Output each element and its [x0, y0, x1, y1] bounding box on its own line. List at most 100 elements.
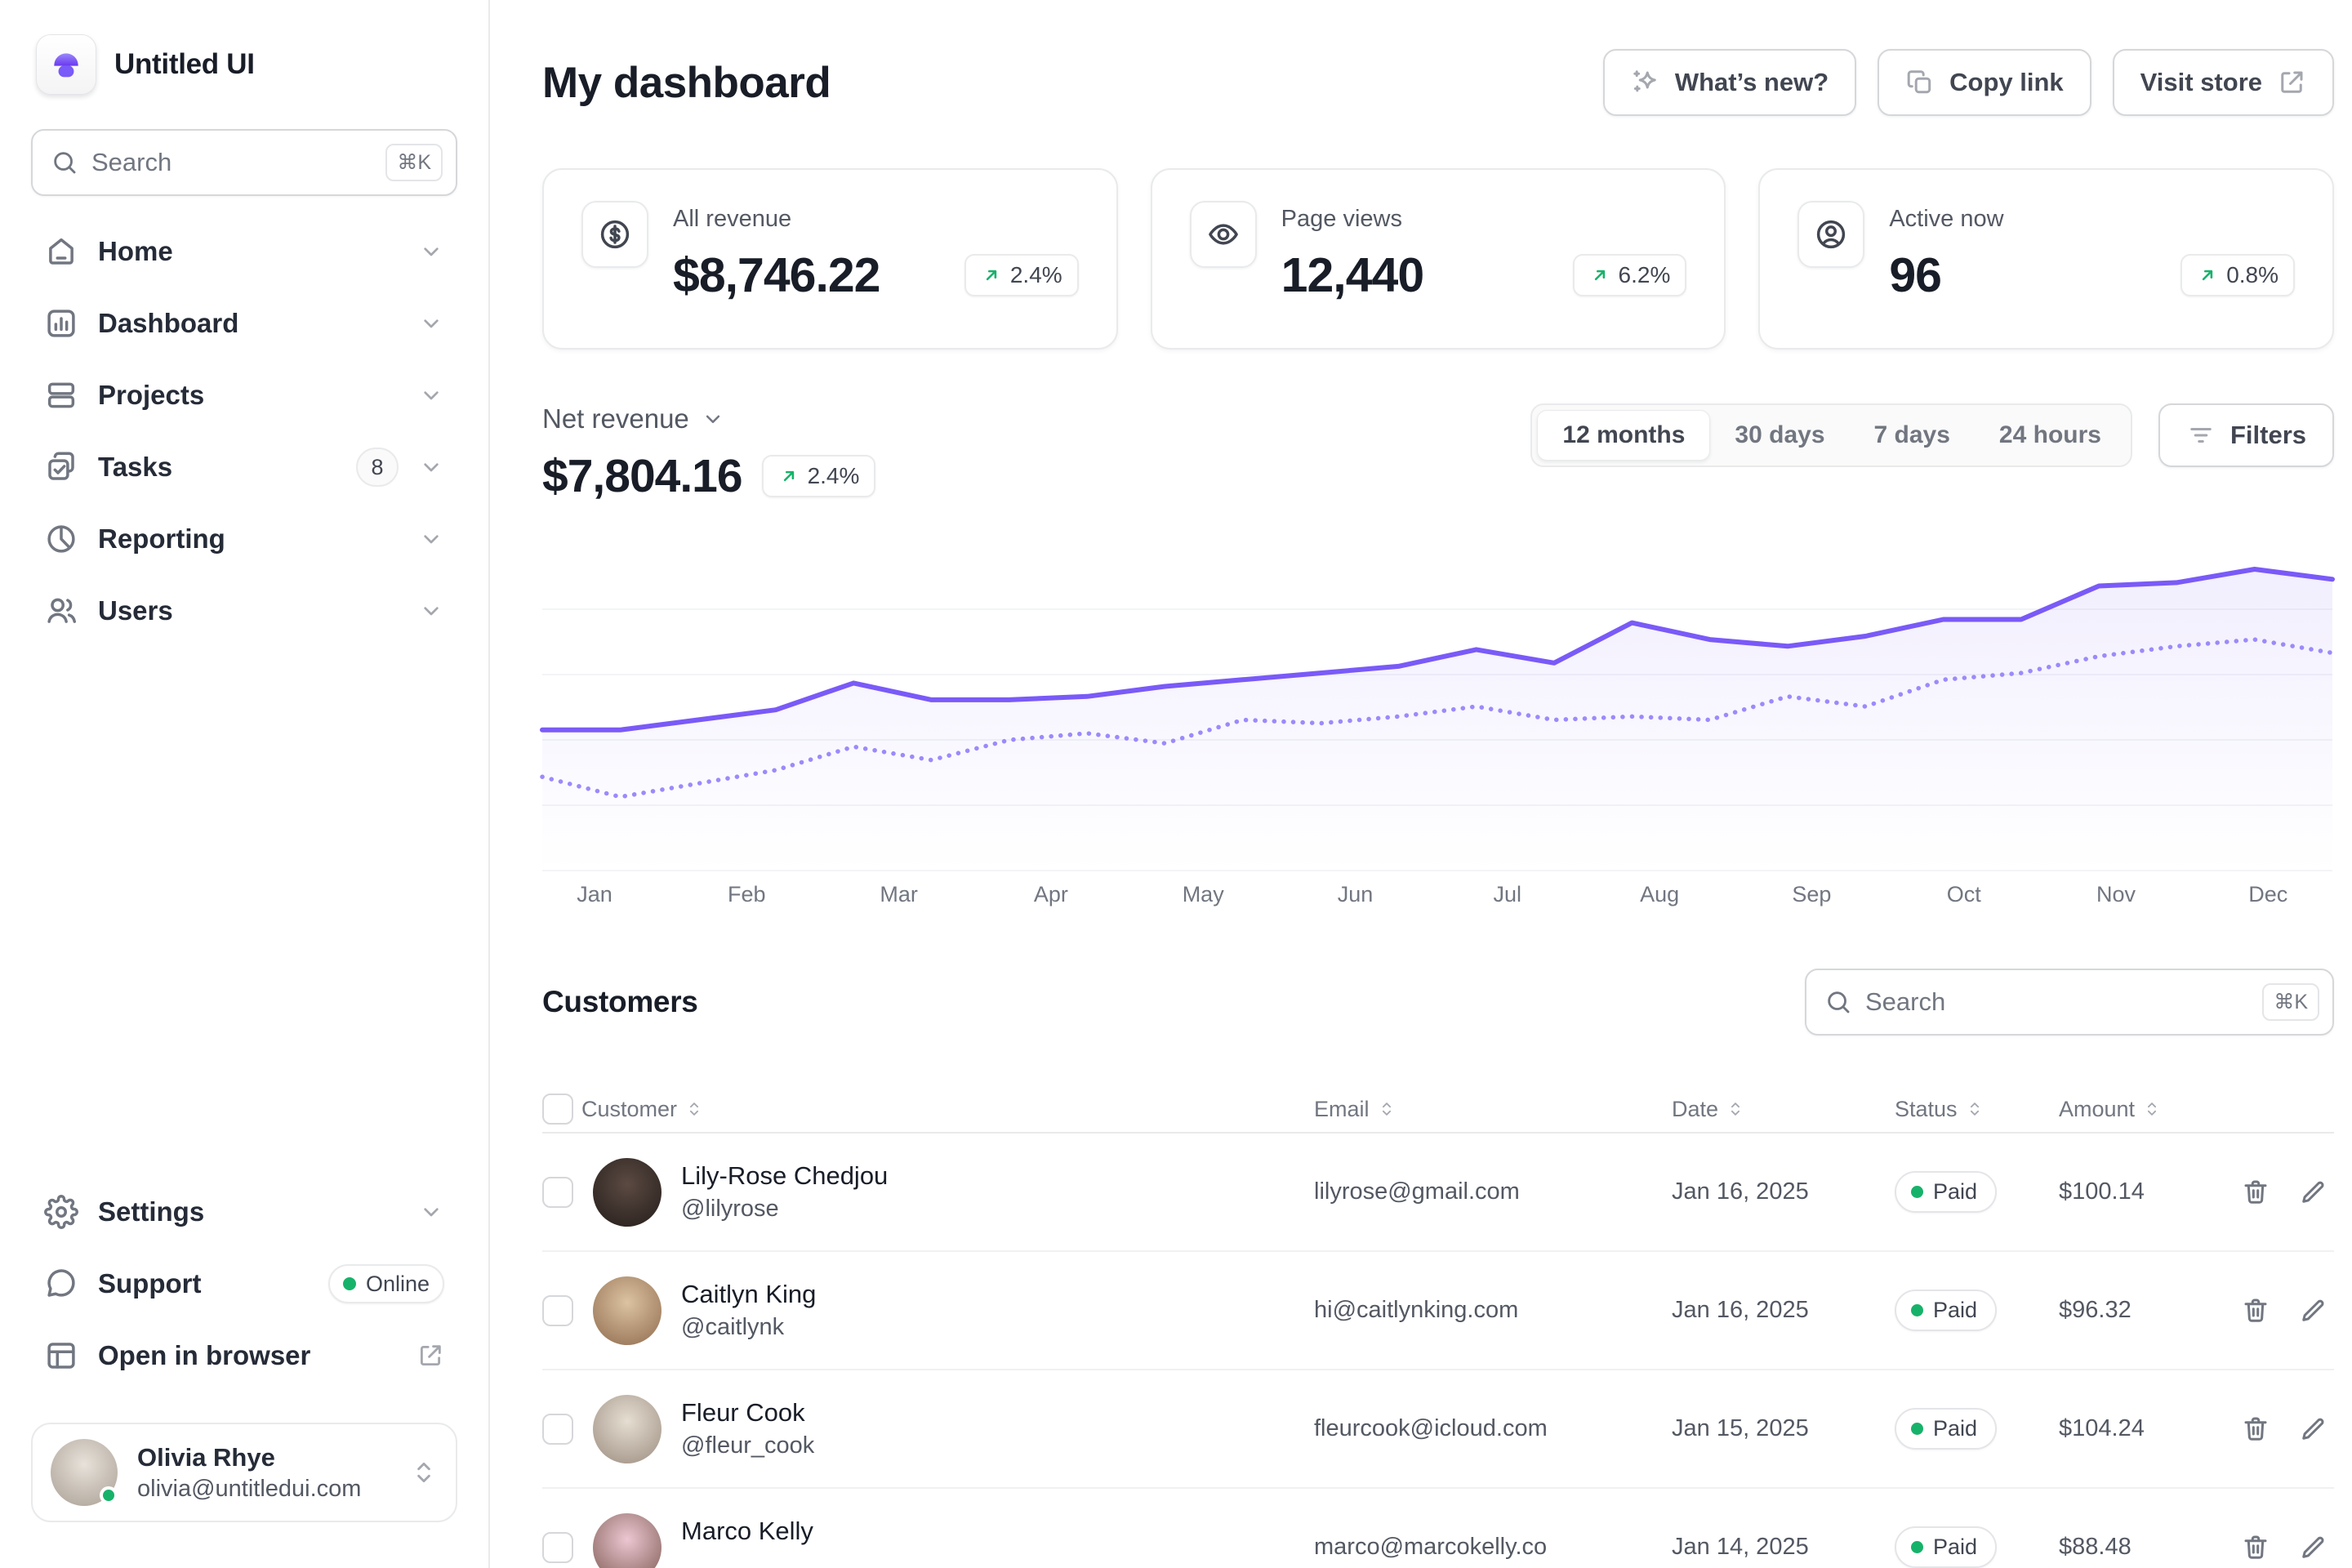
what-s-new-button[interactable]: What’s new?: [1602, 49, 1857, 116]
stat-value: 12,440: [1281, 248, 1424, 302]
online-dot: [342, 1277, 356, 1290]
column-label: Status: [1895, 1096, 1958, 1121]
visit-store-button[interactable]: Visit store: [2112, 49, 2334, 116]
sort-icon[interactable]: [1726, 1100, 1744, 1118]
sort-icon[interactable]: [2143, 1100, 2161, 1118]
customers-search-input[interactable]: [1865, 987, 2250, 1017]
sidebar: Untitled UI ⌘K Home Dashboard Projects Task…: [0, 0, 490, 1568]
svg-text:Mar: Mar: [880, 882, 918, 906]
arrow-up-right-icon: [1589, 265, 1610, 286]
delete-button[interactable]: [2241, 1533, 2270, 1562]
copy-link-button[interactable]: Copy link: [1878, 49, 2091, 116]
user-card[interactable]: Olivia Rhye olivia@untitledui.com: [31, 1423, 457, 1522]
status-label: Paid: [1933, 1535, 1978, 1559]
cell-email: fleurcook@icloud.com: [1314, 1415, 1548, 1441]
status-badge: Paid: [1895, 1290, 1998, 1331]
customers-search[interactable]: ⌘K: [1805, 969, 2334, 1036]
svg-text:Jul: Jul: [1494, 882, 1522, 906]
net-revenue-selector[interactable]: Net revenue: [542, 403, 875, 434]
trend-value: 0.8%: [2226, 262, 2279, 287]
sidebar-item-home[interactable]: Home: [31, 217, 457, 286]
range-tab-24-hours[interactable]: 24 hours: [1998, 421, 2101, 448]
search-icon: [51, 149, 78, 176]
sidebar-search[interactable]: ⌘K: [31, 129, 457, 196]
svg-text:Dec: Dec: [2248, 882, 2287, 906]
delete-button[interactable]: [2241, 1414, 2270, 1444]
sort-icon[interactable]: [1966, 1100, 1984, 1118]
sidebar-item-label: Open in browser: [98, 1340, 311, 1370]
logo-mark-icon: [54, 53, 78, 78]
chart-controls: 12 months 30 days 7 days 24 hours Filters: [1530, 403, 2334, 467]
status-badge: Paid: [1895, 1408, 1998, 1450]
edit-button[interactable]: [2298, 1533, 2328, 1562]
delete-button[interactable]: [2241, 1178, 2270, 1207]
chevron-down-icon: [418, 238, 444, 265]
external-link-icon: [416, 1342, 444, 1370]
cell-amount: $104.24: [2059, 1415, 2145, 1441]
svg-text:Nov: Nov: [2096, 882, 2136, 906]
customer-name-block: Marco Kelly: [681, 1517, 813, 1568]
sort-icon[interactable]: [1378, 1100, 1396, 1118]
sidebar-item-users[interactable]: Users: [31, 577, 457, 645]
edit-button[interactable]: [2298, 1178, 2328, 1207]
eye-icon: [1189, 201, 1257, 268]
stat-label: All revenue: [673, 206, 792, 232]
sidebar-item-label: Dashboard: [98, 308, 239, 338]
row-checkbox[interactable]: [542, 1176, 573, 1208]
sidebar-item-projects[interactable]: Projects: [31, 361, 457, 430]
sidebar-search-input[interactable]: [91, 148, 373, 177]
sidebar-item-dashboard[interactable]: Dashboard: [31, 289, 457, 358]
user-circle-icon: [1797, 201, 1865, 268]
cell-amount: $96.32: [2059, 1297, 2132, 1323]
edit-button[interactable]: [2298, 1414, 2328, 1444]
select-all-checkbox[interactable]: [542, 1094, 573, 1125]
avatar: [51, 1439, 118, 1506]
date-range-tabs: 12 months 30 days 7 days 24 hours: [1530, 403, 2132, 467]
trend-value: 6.2%: [1618, 262, 1671, 287]
filter-lines-icon: [2186, 421, 2216, 450]
stat-label: Page views: [1281, 206, 1402, 232]
sidebar-item-tasks[interactable]: Tasks 8: [31, 433, 457, 501]
svg-text:Jun: Jun: [1338, 882, 1374, 906]
delete-button[interactable]: [2241, 1296, 2270, 1325]
sidebar-item-open-in-browser[interactable]: Open in browser: [31, 1321, 457, 1390]
stat-card-active-now: Active now 96 0.8%: [1758, 168, 2335, 350]
sidebar-item-reporting[interactable]: Reporting: [31, 505, 457, 573]
customer-name-block: Caitlyn King @caitlynk: [681, 1280, 816, 1342]
trend-badge: 6.2%: [1572, 254, 1687, 296]
row-checkbox[interactable]: [542, 1531, 573, 1563]
svg-text:May: May: [1183, 882, 1225, 906]
range-tab-12-months[interactable]: 12 months: [1537, 410, 1711, 461]
svg-text:Aug: Aug: [1640, 882, 1679, 906]
stat-value: 96: [1889, 248, 1942, 302]
status-badge: Paid: [1895, 1171, 1998, 1213]
status-badge: Paid: [1895, 1526, 1998, 1568]
check-done-icon: [44, 450, 78, 484]
edit-button[interactable]: [2298, 1296, 2328, 1325]
range-tab-7-days[interactable]: 7 days: [1873, 421, 1950, 448]
sidebar-nav: Home Dashboard Projects Tasks 8 Reporting User…: [31, 217, 457, 645]
table-row-lily-rose-chedjou: Lily-Rose Chedjou @lilyrose lilyrose@gmail…: [542, 1134, 2334, 1252]
cell-actions: [2241, 1533, 2334, 1562]
sidebar-item-settings[interactable]: Settings: [31, 1178, 457, 1246]
cell-customer: Lily-Rose Chedjou @lilyrose: [542, 1157, 1314, 1227]
sort-icon[interactable]: [685, 1100, 703, 1118]
row-checkbox[interactable]: [542, 1294, 573, 1326]
sidebar-item-label: Home: [98, 236, 173, 266]
row-checkbox[interactable]: [542, 1413, 573, 1445]
sidebar-item-support[interactable]: Support Online: [31, 1250, 457, 1318]
range-tab-30-days[interactable]: 30 days: [1735, 421, 1825, 448]
chevron-down-icon: [418, 1199, 444, 1225]
chevron-selector-icon[interactable]: [410, 1459, 438, 1486]
sidebar-item-label: Reporting: [98, 523, 225, 554]
header-cell-customer: Customer: [542, 1094, 1314, 1125]
stat-value-row: $8,746.22 2.4%: [673, 247, 1079, 303]
stat-value: $8,746.22: [673, 248, 880, 302]
count-badge: 8: [356, 448, 399, 487]
stat-card-body: Page views 12,440 6.2%: [1281, 201, 1687, 317]
layers-icon: [44, 378, 78, 412]
browser-icon: [44, 1339, 78, 1373]
header-cell-date: Date: [1672, 1097, 1895, 1122]
main-content: My dashboard What’s new? Copy link Visit s…: [490, 0, 2352, 1568]
filters-button[interactable]: Filters: [2158, 403, 2334, 467]
